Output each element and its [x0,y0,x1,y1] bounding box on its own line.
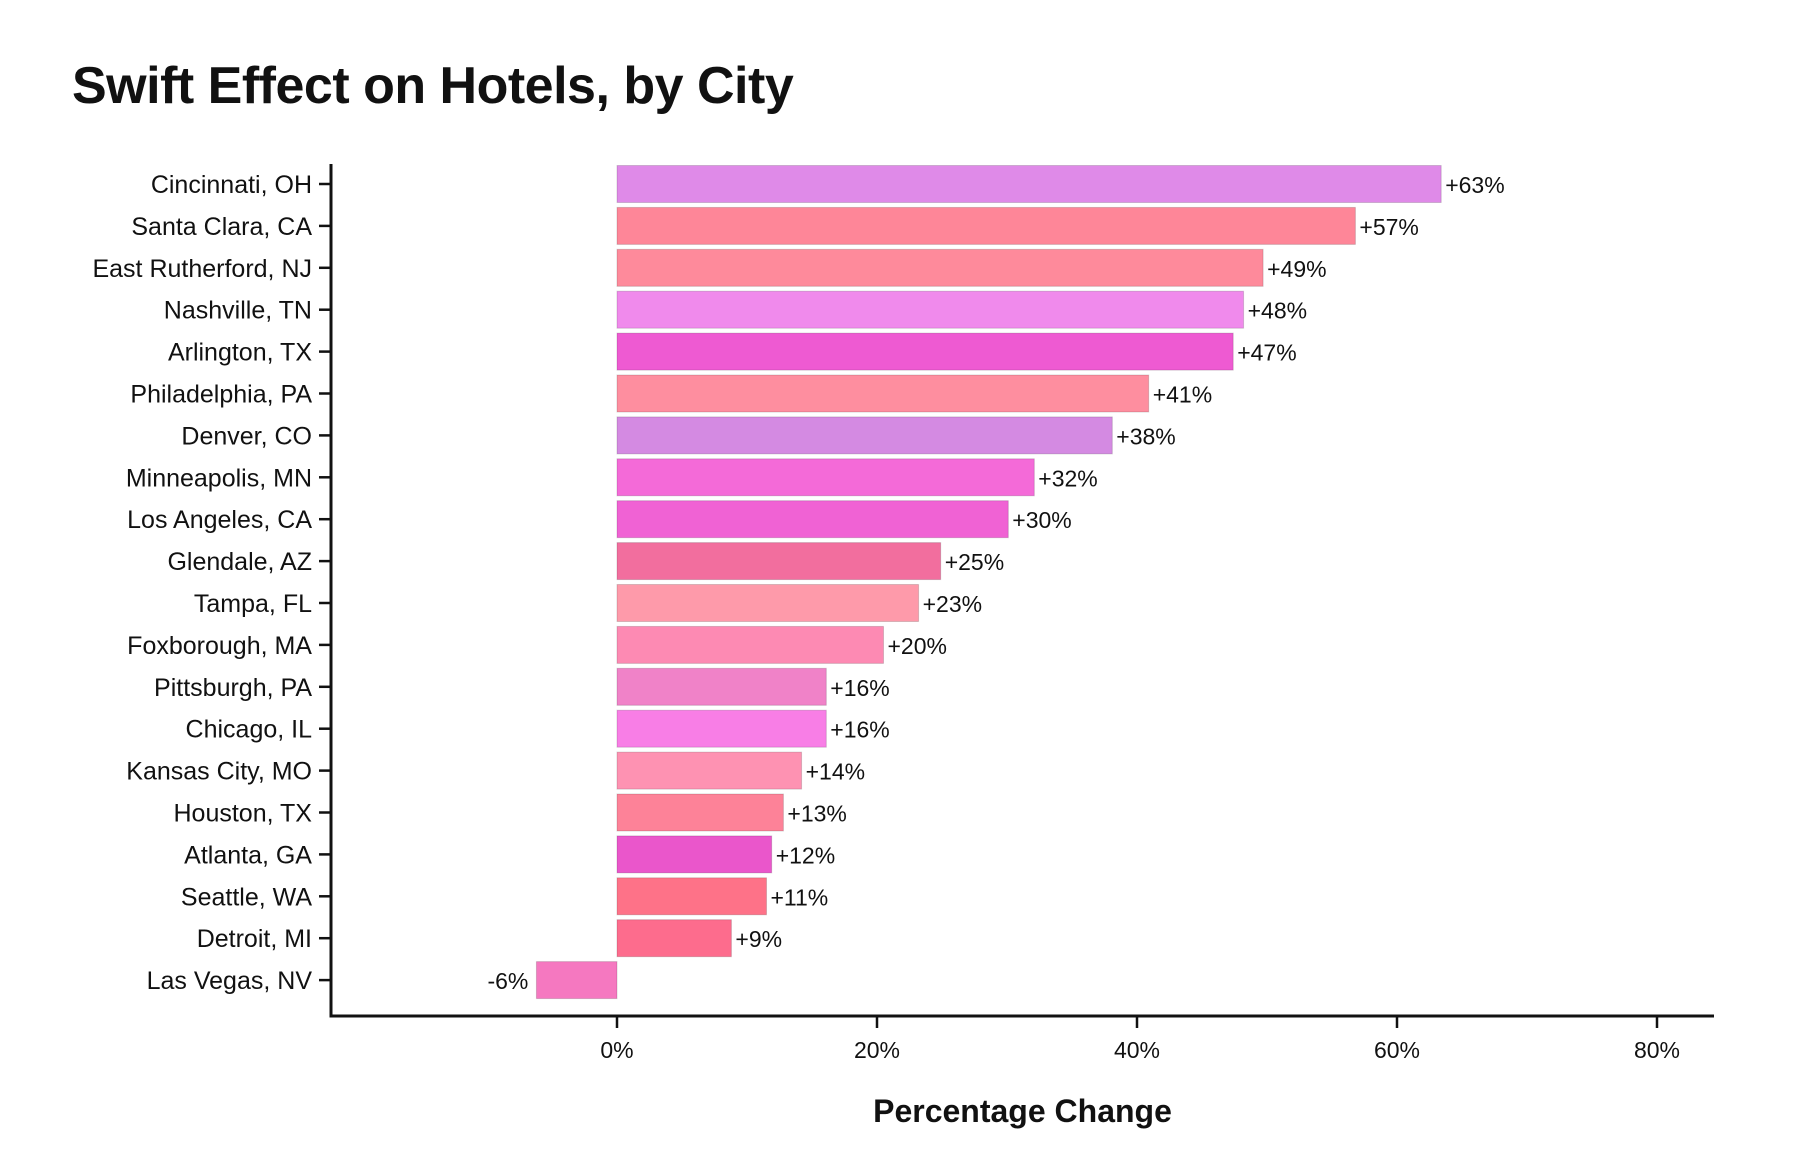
value-label: +11% [771,884,829,910]
value-label: +12% [776,842,835,868]
bar-minneapolis-mn [616,458,1035,497]
bar-philadelphia-pa [616,374,1150,413]
bar-tampa-fl [616,584,920,622]
value-label: +16% [830,675,889,701]
value-labels-group: +63% +57% +49% +48% +47% +41% +38% +32% +30% +25%… [487,172,1504,994]
value-label: -6% [487,968,528,994]
value-label: +38% [1116,423,1175,449]
bar-glendale-az [616,542,942,581]
bar-arlington-tx [616,332,1234,371]
category-label: Arlington, TX [168,339,312,367]
value-label: +41% [1153,382,1212,408]
chart-title: Swift Effect on Hotels, by City [72,57,794,115]
value-label: +23% [923,591,982,617]
x-tick-label: 20% [854,1037,900,1063]
category-label: Nashville, TN [164,297,312,325]
category-label: Las Vegas, NV [147,967,313,995]
x-ticks-group: 0% 20% 40% 60% 80% [600,1016,1680,1063]
category-labels-group: Cincinnati, OH Santa Clara, CA East Ruther… [92,171,312,995]
category-label: Houston, TX [173,800,312,828]
bar-nashville-tn [616,290,1245,329]
category-label: Foxborough, MA [127,632,312,660]
bar-atlanta-ga [616,835,773,874]
value-label: +47% [1237,340,1296,366]
bar-cincinnati-oh [616,165,1442,203]
bar-las-vegas-nv [535,961,618,1000]
bar-pittsburgh-pa [616,667,827,706]
value-label: +20% [888,633,947,659]
bars-group [535,165,1442,1000]
bar-kansas-city-mo [616,751,803,790]
value-label: +49% [1267,256,1326,282]
value-label: +14% [806,759,865,785]
value-label: +48% [1248,298,1307,324]
category-label: Philadelphia, PA [130,381,312,409]
category-label: Glendale, AZ [167,548,312,576]
category-label: Denver, CO [181,422,312,450]
x-tick-label: 40% [1114,1037,1160,1063]
value-label: +9% [735,926,782,952]
bar-detroit-mi [616,919,732,958]
category-label: Pittsburgh, PA [154,674,312,702]
category-label: Minneapolis, MN [126,464,312,492]
category-label: Seattle, WA [181,883,312,911]
axes-group [319,164,1714,1018]
value-label: +13% [787,801,846,827]
bar-seattle-wa [616,877,767,916]
category-label: Los Angeles, CA [127,506,312,534]
bar-houston-tx [616,793,784,832]
value-label: +25% [945,549,1004,575]
bar-santa-clara-ca [616,206,1356,245]
x-tick-label: 60% [1374,1037,1420,1063]
category-label: Cincinnati, OH [151,171,312,199]
category-label: East Rutherford, NJ [92,255,312,283]
category-label: Atlanta, GA [184,841,312,869]
category-label: Tampa, FL [194,590,312,618]
category-label: Kansas City, MO [126,758,312,786]
x-tick-label: 80% [1634,1037,1680,1063]
x-axis-title: Percentage Change [873,1093,1172,1129]
bar-foxborough-ma [616,625,884,664]
value-label: +57% [1359,214,1418,240]
bar-chicago-il [616,709,827,748]
category-label: Santa Clara, CA [131,213,312,241]
bar-denver-co [616,416,1113,455]
value-label: +32% [1038,465,1097,491]
value-label: +16% [830,717,889,743]
bar-los-angeles-ca [616,500,1009,539]
category-label: Detroit, MI [197,925,312,953]
x-tick-label: 0% [600,1037,633,1063]
value-label: +30% [1012,507,1071,533]
value-label: +63% [1445,172,1504,198]
bar-east-rutherford-nj [616,248,1264,287]
category-label: Chicago, IL [186,716,313,744]
